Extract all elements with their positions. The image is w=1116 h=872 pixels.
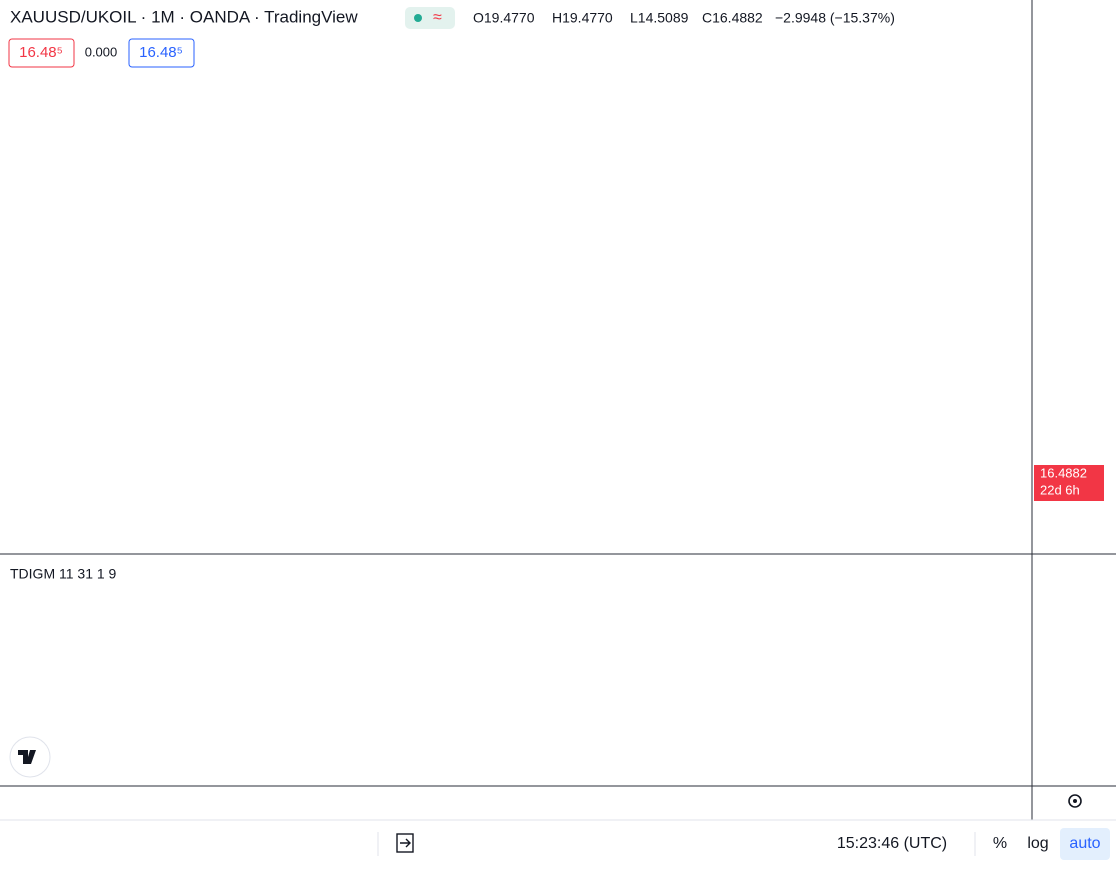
price-tag: [1034, 465, 1104, 501]
sell-badge[interactable]: 16.48⁵: [19, 44, 63, 61]
badge[interactable]: [8, 38, 75, 68]
spread-badge: 0.000: [85, 44, 118, 59]
percent-toggle[interactable]: %: [993, 835, 1007, 852]
legend-open: O19.4770: [473, 10, 535, 26]
log-toggle[interactable]: log: [1027, 835, 1048, 852]
price-tag-countdown: 22d 6h: [1040, 482, 1080, 497]
auto-toggle[interactable]: auto: [1069, 835, 1100, 852]
status-dot: [414, 14, 422, 22]
legend-change: −2.9948 (−15.37%): [775, 10, 895, 26]
legend-high: H19.4770: [552, 10, 613, 26]
header-bg: [0, 0, 920, 34]
compare-icon[interactable]: [396, 833, 414, 853]
indicator-title: TDIGM 11 31 1 9: [10, 566, 117, 582]
price-axis-bg: [1032, 0, 1116, 820]
badge[interactable]: [128, 38, 195, 68]
legend-low: L14.5089: [630, 10, 689, 26]
price-tag-value: 16.4882: [1040, 465, 1087, 480]
symbol-title: XAUUSD/UKOIL · 1M · OANDA · TradingView: [10, 7, 358, 26]
clock: 15:23:46 (UTC): [837, 835, 947, 852]
settings-icon[interactable]: [1068, 794, 1082, 808]
buy-badge[interactable]: 16.48⁵: [139, 44, 183, 61]
tv-logo: [9, 736, 51, 778]
status-pill: [405, 7, 455, 29]
status-icon: ≈: [433, 9, 442, 26]
legend-close: C16.4882: [702, 10, 763, 26]
auto-bg[interactable]: [1060, 828, 1110, 860]
